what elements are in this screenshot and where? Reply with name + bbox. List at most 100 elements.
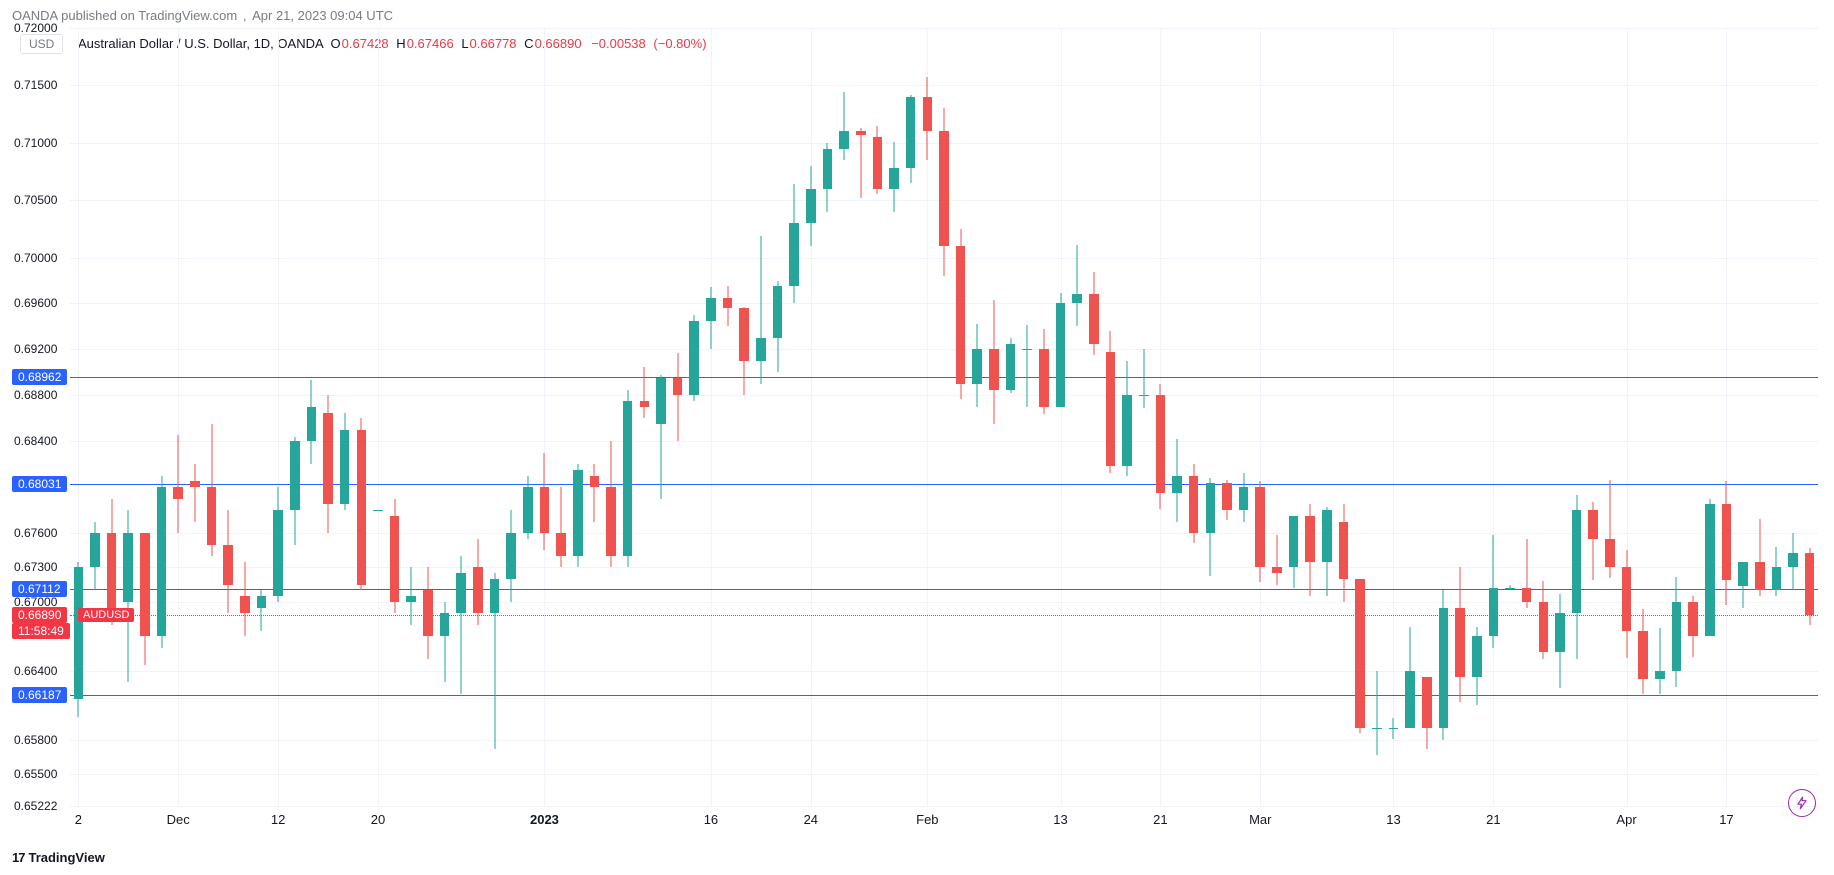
candle[interactable] bbox=[622, 28, 634, 806]
candle[interactable] bbox=[688, 28, 700, 806]
candle[interactable] bbox=[1737, 28, 1749, 806]
candle[interactable] bbox=[422, 28, 434, 806]
candle[interactable] bbox=[1321, 28, 1333, 806]
candle[interactable] bbox=[955, 28, 967, 806]
candle[interactable] bbox=[705, 28, 717, 806]
candle[interactable] bbox=[1537, 28, 1549, 806]
candle[interactable] bbox=[638, 28, 650, 806]
candle[interactable] bbox=[1770, 28, 1782, 806]
candle[interactable] bbox=[1421, 28, 1433, 806]
candle[interactable] bbox=[106, 28, 118, 806]
candle[interactable] bbox=[1138, 28, 1150, 806]
candle[interactable] bbox=[1687, 28, 1699, 806]
candle[interactable] bbox=[672, 28, 684, 806]
candle[interactable] bbox=[1038, 28, 1050, 806]
candle[interactable] bbox=[489, 28, 501, 806]
candle[interactable] bbox=[1571, 28, 1583, 806]
candle[interactable] bbox=[871, 28, 883, 806]
candle[interactable] bbox=[772, 28, 784, 806]
candle[interactable] bbox=[971, 28, 983, 806]
candle[interactable] bbox=[1188, 28, 1200, 806]
candle[interactable] bbox=[439, 28, 451, 806]
candle[interactable] bbox=[1670, 28, 1682, 806]
chart-plot-area[interactable] bbox=[70, 28, 1818, 806]
candle[interactable] bbox=[1071, 28, 1083, 806]
candle[interactable] bbox=[1254, 28, 1266, 806]
candle[interactable] bbox=[156, 28, 168, 806]
candle[interactable] bbox=[222, 28, 234, 806]
candle[interactable] bbox=[1055, 28, 1067, 806]
candle[interactable] bbox=[788, 28, 800, 806]
candle[interactable] bbox=[289, 28, 301, 806]
candle[interactable] bbox=[139, 28, 151, 806]
candle[interactable] bbox=[1720, 28, 1732, 806]
candle[interactable] bbox=[572, 28, 584, 806]
candle[interactable] bbox=[322, 28, 334, 806]
candle[interactable] bbox=[1238, 28, 1250, 806]
candle[interactable] bbox=[905, 28, 917, 806]
candle[interactable] bbox=[1005, 28, 1017, 806]
candle[interactable] bbox=[1437, 28, 1449, 806]
candle[interactable] bbox=[405, 28, 417, 806]
candle[interactable] bbox=[1487, 28, 1499, 806]
candle[interactable] bbox=[455, 28, 467, 806]
candle[interactable] bbox=[1621, 28, 1633, 806]
candle[interactable] bbox=[722, 28, 734, 806]
candle[interactable] bbox=[988, 28, 1000, 806]
candle[interactable] bbox=[122, 28, 134, 806]
candle[interactable] bbox=[538, 28, 550, 806]
candle[interactable] bbox=[1371, 28, 1383, 806]
candle[interactable] bbox=[1554, 28, 1566, 806]
candle[interactable] bbox=[838, 28, 850, 806]
candle[interactable] bbox=[189, 28, 201, 806]
candle[interactable] bbox=[738, 28, 750, 806]
candle[interactable] bbox=[1454, 28, 1466, 806]
candle[interactable] bbox=[1271, 28, 1283, 806]
candle[interactable] bbox=[888, 28, 900, 806]
candle[interactable] bbox=[1304, 28, 1316, 806]
candle[interactable] bbox=[89, 28, 101, 806]
candle[interactable] bbox=[1471, 28, 1483, 806]
candle[interactable] bbox=[1221, 28, 1233, 806]
candle[interactable] bbox=[605, 28, 617, 806]
candle[interactable] bbox=[938, 28, 950, 806]
candle[interactable] bbox=[1754, 28, 1766, 806]
candle[interactable] bbox=[805, 28, 817, 806]
candle[interactable] bbox=[1504, 28, 1516, 806]
snapshot-icon[interactable] bbox=[1788, 789, 1816, 817]
candle[interactable] bbox=[755, 28, 767, 806]
candle[interactable] bbox=[172, 28, 184, 806]
candle[interactable] bbox=[1704, 28, 1716, 806]
candle[interactable] bbox=[1804, 28, 1816, 806]
candle[interactable] bbox=[72, 28, 84, 806]
candle[interactable] bbox=[1354, 28, 1366, 806]
candle[interactable] bbox=[355, 28, 367, 806]
candle[interactable] bbox=[305, 28, 317, 806]
candle[interactable] bbox=[1404, 28, 1416, 806]
candle[interactable] bbox=[655, 28, 667, 806]
candle[interactable] bbox=[588, 28, 600, 806]
candle[interactable] bbox=[1587, 28, 1599, 806]
candle[interactable] bbox=[206, 28, 218, 806]
candle[interactable] bbox=[1104, 28, 1116, 806]
candle[interactable] bbox=[1387, 28, 1399, 806]
candle[interactable] bbox=[921, 28, 933, 806]
candle[interactable] bbox=[339, 28, 351, 806]
candle[interactable] bbox=[239, 28, 251, 806]
candle[interactable] bbox=[389, 28, 401, 806]
candle[interactable] bbox=[855, 28, 867, 806]
candle[interactable] bbox=[1204, 28, 1216, 806]
candle[interactable] bbox=[1171, 28, 1183, 806]
candle[interactable] bbox=[1338, 28, 1350, 806]
candle[interactable] bbox=[472, 28, 484, 806]
candle[interactable] bbox=[505, 28, 517, 806]
candle[interactable] bbox=[1288, 28, 1300, 806]
candle[interactable] bbox=[555, 28, 567, 806]
candle[interactable] bbox=[522, 28, 534, 806]
x-axis[interactable]: 2Dec122020231624Feb1321Mar1321Apr17 bbox=[70, 806, 1818, 834]
candle[interactable] bbox=[1604, 28, 1616, 806]
candle[interactable] bbox=[821, 28, 833, 806]
candle[interactable] bbox=[1154, 28, 1166, 806]
candle[interactable] bbox=[1088, 28, 1100, 806]
candle[interactable] bbox=[255, 28, 267, 806]
